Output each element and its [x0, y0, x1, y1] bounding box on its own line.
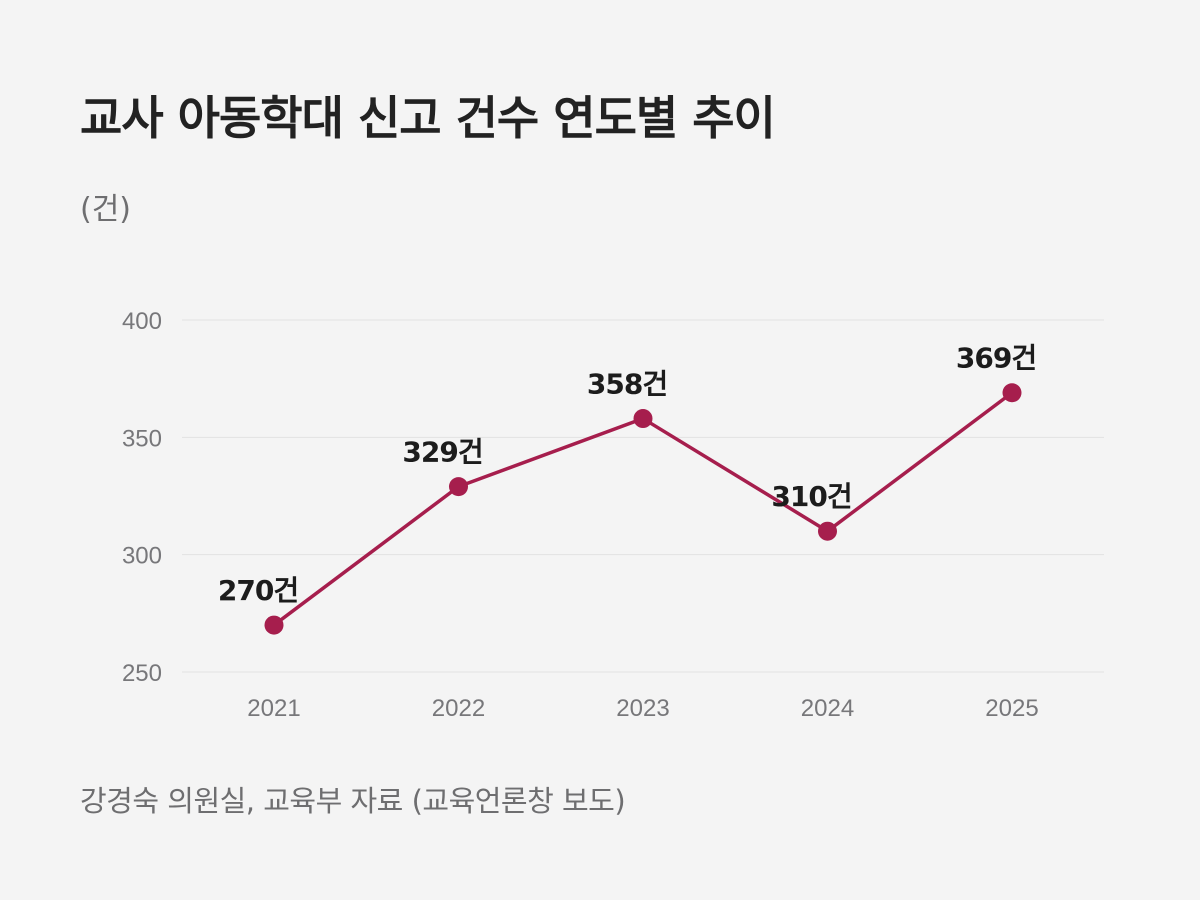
data-label: 329건: [402, 436, 482, 469]
data-label: 369건: [956, 342, 1036, 375]
x-tick-label: 2024: [801, 695, 854, 722]
y-tick-label: 300: [122, 543, 162, 570]
chart-title: 교사 아동학대 신고 건수 연도별 추이: [80, 91, 776, 145]
data-label: 310건: [771, 480, 851, 513]
data-point: [264, 615, 284, 635]
source-note: 강경숙 의원실, 교육부 자료 (교육언론창 보도): [80, 784, 626, 818]
data-point: [1002, 383, 1022, 403]
data-points: [264, 383, 1022, 635]
x-tick-label: 2021: [247, 695, 300, 722]
y-tick-label: 350: [122, 425, 162, 452]
y-tick-label: 400: [122, 308, 162, 335]
data-labels: 270건 329건 358건 310건 369건: [218, 342, 1037, 607]
data-label: 270건: [218, 574, 298, 607]
y-axis-unit-label: (건): [80, 192, 132, 227]
data-label: 358건: [587, 368, 667, 401]
y-tick-label: 250: [122, 660, 162, 687]
data-point: [449, 477, 468, 497]
x-axis-ticks: 2021 2022 2023 2024 2025: [247, 695, 1038, 722]
data-point: [818, 521, 837, 541]
x-tick-label: 2025: [985, 695, 1038, 722]
x-tick-label: 2023: [616, 695, 669, 722]
x-tick-label: 2022: [432, 695, 485, 722]
data-point: [633, 409, 653, 429]
y-axis-ticks: 250 300 350 400: [122, 308, 162, 687]
